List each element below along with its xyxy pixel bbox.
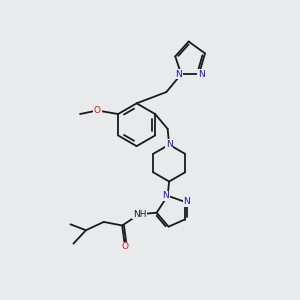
Text: N: N [198,70,205,79]
Text: O: O [121,242,128,251]
Text: NH: NH [133,210,146,219]
Text: N: N [162,191,169,200]
Text: N: N [166,140,172,149]
Text: N: N [176,70,182,79]
Text: O: O [94,106,101,115]
Text: N: N [183,197,190,206]
